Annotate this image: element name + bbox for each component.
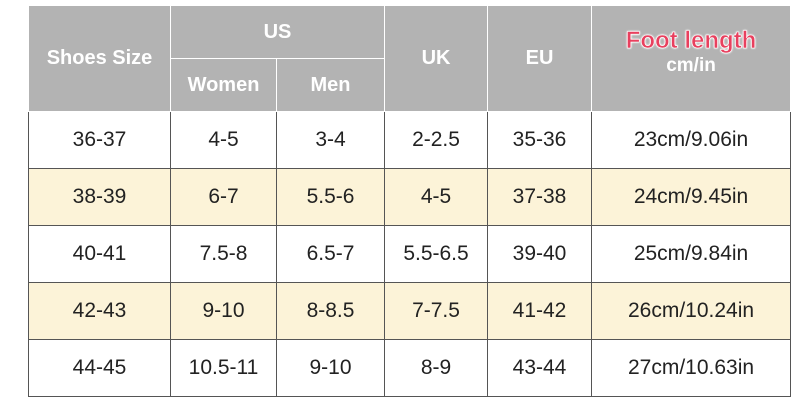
size-table: Shoes Size US UK EU Foot length cm/in Wo… xyxy=(28,5,792,397)
table-cell: 7.5-8 xyxy=(170,225,277,283)
table-cell: 9-10 xyxy=(275,339,386,397)
header-men: Men xyxy=(275,58,386,112)
table-row: 36-37 4-5 3-4 2-2.5 35-36 23cm/9.06in xyxy=(28,111,792,169)
table-cell: 2-2.5 xyxy=(384,111,489,169)
header-us: US xyxy=(169,5,386,59)
header-women: Women xyxy=(170,58,277,112)
table-cell: 24cm/9.45in xyxy=(591,168,792,226)
table-cell: 39-40 xyxy=(487,225,593,283)
header-uk: UK xyxy=(384,5,489,112)
table-cell: 26cm/10.24in xyxy=(591,282,792,340)
table-cell: 4-5 xyxy=(384,168,489,226)
table-cell: 8-9 xyxy=(384,339,489,397)
table-cell: 5.5-6.5 xyxy=(384,225,489,283)
table-cell: 7-7.5 xyxy=(384,282,489,340)
table-row: 38-39 6-7 5.5-6 4-5 37-38 24cm/9.45in xyxy=(28,168,792,226)
table-cell: 6-7 xyxy=(170,168,277,226)
header-shoes-size: Shoes Size xyxy=(28,5,171,112)
table-cell: 9-10 xyxy=(170,282,277,340)
table-row: 44-45 10.5-11 9-10 8-9 43-44 27cm/10.63in xyxy=(28,339,792,397)
header-foot-length: Foot length xyxy=(625,26,757,54)
table-cell: 42-43 xyxy=(28,282,171,340)
header-eu: EU xyxy=(487,5,593,112)
table-cell: 4-5 xyxy=(170,111,277,169)
table-row: 42-43 9-10 8-8.5 7-7.5 41-42 26cm/10.24in xyxy=(28,282,792,340)
table-cell: 41-42 xyxy=(487,282,593,340)
table-cell: 5.5-6 xyxy=(275,168,386,226)
table-body: 36-37 4-5 3-4 2-2.5 35-36 23cm/9.06in 38-39 6-7… xyxy=(28,111,792,397)
table-cell: 27cm/10.63in xyxy=(591,339,792,397)
table-cell: 36-37 xyxy=(28,111,171,169)
table-cell: 25cm/9.84in xyxy=(591,225,792,283)
table-cell: 3-4 xyxy=(275,111,386,169)
table-cell: 10.5-11 xyxy=(170,339,277,397)
table-cell: 6.5-7 xyxy=(275,225,386,283)
table-cell: 40-41 xyxy=(28,225,171,283)
table-cell: 44-45 xyxy=(28,339,171,397)
table-cell: 43-44 xyxy=(487,339,593,397)
table-cell: 23cm/9.06in xyxy=(591,111,792,169)
table-cell: 8-8.5 xyxy=(275,282,386,340)
table-cell: 38-39 xyxy=(28,168,171,226)
table-cell: 37-38 xyxy=(487,168,593,226)
header-foot-unit: cm/in xyxy=(666,54,716,76)
table-row: 40-41 7.5-8 6.5-7 5.5-6.5 39-40 25cm/9.84in xyxy=(28,225,792,283)
table-cell: 35-36 xyxy=(487,111,593,169)
header-foot: Foot length cm/in xyxy=(591,5,792,112)
